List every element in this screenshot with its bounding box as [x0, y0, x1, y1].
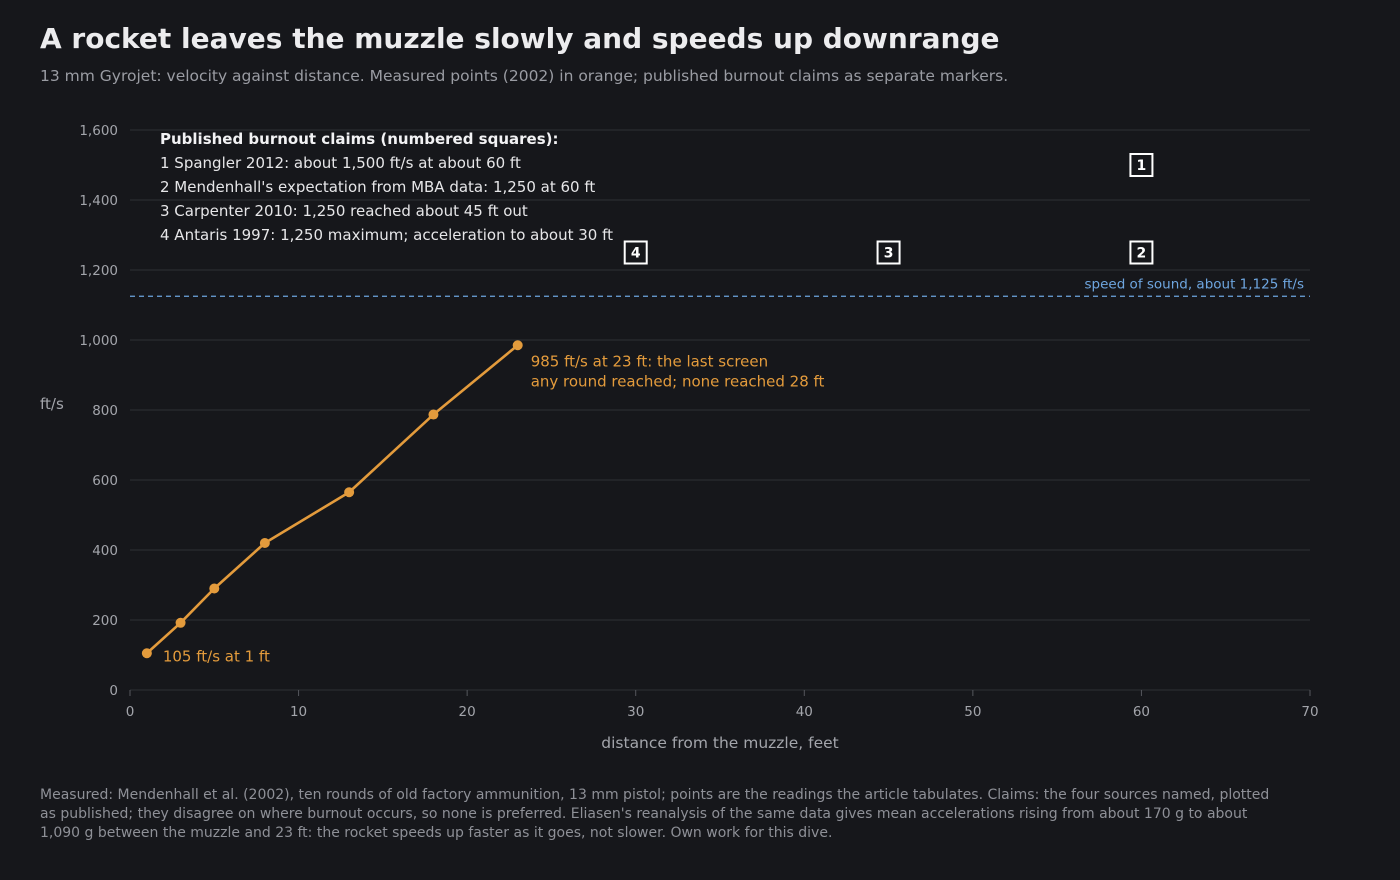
y-tick-label: 400: [92, 543, 118, 559]
y-tick-label: 1,000: [79, 333, 118, 349]
claim-number: 4: [631, 246, 641, 262]
chart-title: A rocket leaves the muzzle slowly and sp…: [40, 22, 1000, 55]
claim-markers: 1 2 3 4: [623, 153, 1154, 265]
claim-marker-3: 3: [876, 240, 901, 265]
y-tick-label: 1,200: [79, 263, 118, 279]
gridlines: [130, 129, 1310, 691]
annotations: 105 ft/s at 1 ft 985 ft/s at 23 ft: the l…: [163, 352, 825, 665]
footnote: Measured: Mendenhall et al. (2002), ten …: [40, 787, 1270, 841]
measured-point: [175, 617, 186, 628]
claim-number: 3: [884, 246, 894, 262]
claims-legend-line: 4 Antaris 1997: 1,250 maximum; accelerat…: [160, 226, 613, 244]
claim-number: 1: [1137, 158, 1147, 174]
measured-point: [512, 340, 523, 351]
point-annotation: 105 ft/s at 1 ft: [163, 647, 270, 665]
claims-legend-line: 3 Carpenter 2010: 1,250 reached about 45…: [160, 202, 528, 220]
x-tick-label: 70: [1301, 704, 1318, 720]
chart-subtitle: 13 mm Gyrojet: velocity against distance…: [40, 67, 1009, 85]
x-tick-label: 50: [964, 704, 981, 720]
claim-square: [1129, 240, 1154, 265]
claim-number: 2: [1137, 246, 1147, 262]
measured-point: [209, 583, 220, 594]
measured-point: [259, 538, 270, 548]
claims-legend-line: 2 Mendenhall's expectation from MBA data…: [160, 178, 595, 196]
measured-point: [344, 487, 355, 498]
x-tick-label: 20: [459, 704, 476, 720]
measured-line: [145, 344, 519, 655]
x-tick-label: 30: [627, 704, 644, 720]
y-axis-title: ft/s: [40, 395, 64, 413]
speed-of-sound-reference: speed of sound, about 1,125 ft/s: [130, 276, 1310, 297]
axes: 0 200 400 600 800 1,000 1,200 1,400 1,600 0 10 20 30…: [40, 123, 1319, 752]
claims-legend-title: Published burnout claims (numbered squar…: [160, 130, 558, 148]
measured-point: [428, 409, 439, 420]
y-tick-label: 1,600: [79, 123, 118, 139]
y-tick-label: 1,400: [79, 193, 118, 209]
claim-square: [623, 240, 648, 265]
x-tick-label: 60: [1133, 704, 1150, 720]
x-tick-label: 40: [796, 704, 813, 720]
velocity-distance-chart: 0 200 400 600 800 1,000 1,200 1,400 1,600 0 10 20 30…: [40, 123, 1319, 752]
claim-marker-2: 2: [1129, 240, 1154, 265]
measured-point: [141, 648, 152, 659]
y-tick-label: 600: [92, 473, 118, 489]
claims-legend-line: 1 Spangler 2012: about 1,500 ft/s at abo…: [160, 154, 521, 172]
claim-marker-4: 4: [623, 240, 648, 265]
claim-marker-1: 1: [1129, 153, 1154, 177]
x-axis-title: distance from the muzzle, feet: [601, 734, 838, 752]
measured-series: [141, 340, 523, 659]
y-tick-label: 800: [92, 403, 118, 419]
x-tick-label: 10: [290, 704, 307, 720]
claim-square: [876, 240, 901, 265]
claim-square: [1129, 153, 1154, 177]
point-annotation: 985 ft/s at 23 ft: the last screen: [531, 352, 768, 370]
point-annotation: any round reached; none reached 28 ft: [531, 372, 825, 390]
claims-legend: Published burnout claims (numbered squar…: [160, 130, 613, 244]
y-tick-label: 200: [92, 613, 118, 629]
x-tick-label: 0: [126, 704, 135, 720]
speed-of-sound-label: speed of sound, about 1,125 ft/s: [1084, 276, 1304, 292]
y-tick-label: 0: [109, 683, 118, 699]
